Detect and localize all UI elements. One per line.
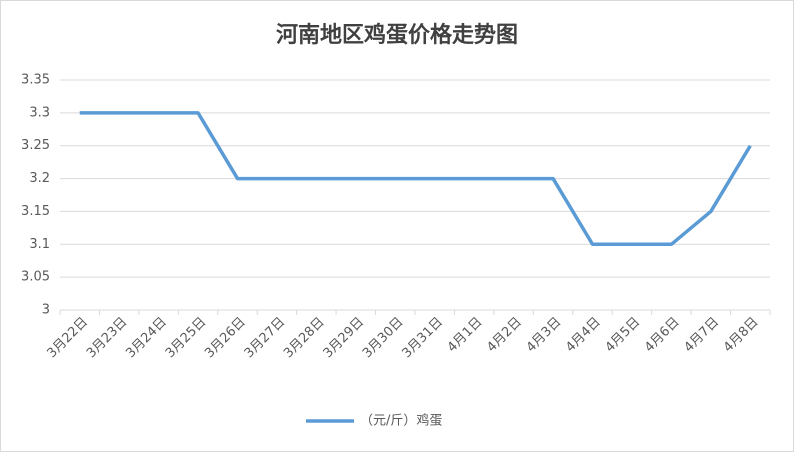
- y-tick-label: 3.2: [29, 171, 50, 186]
- y-tick-label: 3.05: [21, 270, 50, 285]
- y-tick-label: 3.1: [29, 237, 50, 252]
- series-line: [79, 111, 752, 247]
- chart-title: 河南地区鸡蛋价格走势图: [276, 22, 518, 48]
- legend-label: （元/斤）鸡蛋: [360, 413, 442, 429]
- y-tick-label: 3: [42, 303, 50, 318]
- y-tick-label: 3.25: [21, 138, 50, 153]
- y-tick-label: 3.15: [21, 204, 50, 219]
- y-tick-label: 3.35: [21, 73, 50, 88]
- y-tick-label: 3.3: [29, 105, 50, 120]
